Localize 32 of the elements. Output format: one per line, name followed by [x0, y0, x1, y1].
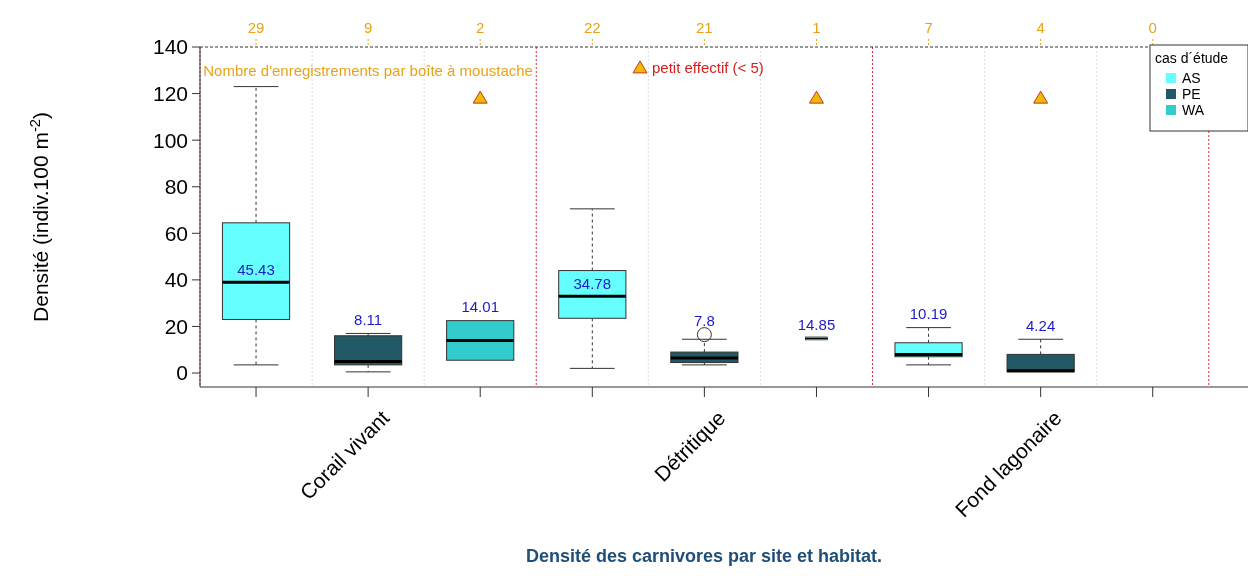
text: 2	[476, 19, 485, 36]
legend-label: WA	[1182, 101, 1205, 118]
text: 14.01	[461, 297, 499, 315]
text: 21	[696, 19, 713, 36]
y-tick-label: 40	[164, 268, 188, 292]
legend-label: AS	[1182, 69, 1201, 86]
text: 14.85	[797, 315, 836, 333]
text: 29	[247, 19, 265, 36]
text: 8.11	[354, 310, 383, 328]
y-tick-label: 20	[164, 314, 188, 338]
y-tick-label: 100	[152, 128, 188, 152]
legend-title: cas d´étude	[1155, 50, 1229, 66]
text: 4	[1036, 19, 1045, 36]
text: 0	[1148, 19, 1157, 36]
legend-label: petit effectif (< 5)	[652, 59, 764, 77]
text: 4.24	[1026, 316, 1056, 334]
y-tick-label: 140	[152, 35, 188, 59]
text: 10.19	[909, 304, 948, 322]
text: 45.43	[237, 261, 275, 279]
text: 22	[583, 19, 601, 36]
text: 34.78	[573, 275, 612, 293]
y-tick-label: 0	[176, 361, 188, 385]
y-tick-label: 80	[164, 175, 188, 199]
legend-label: PE	[1182, 85, 1201, 102]
text: Densité des carnivores par site et habitat.	[525, 546, 883, 566]
text: 7	[924, 19, 933, 36]
text: 9	[363, 19, 373, 36]
text: 1	[812, 19, 821, 36]
annotation: Nombre d'enregistrements par boîte à moustache	[203, 62, 533, 80]
text: 7.8	[693, 311, 715, 329]
y-tick-label: 120	[152, 81, 188, 105]
y-tick-label: 60	[164, 221, 188, 245]
